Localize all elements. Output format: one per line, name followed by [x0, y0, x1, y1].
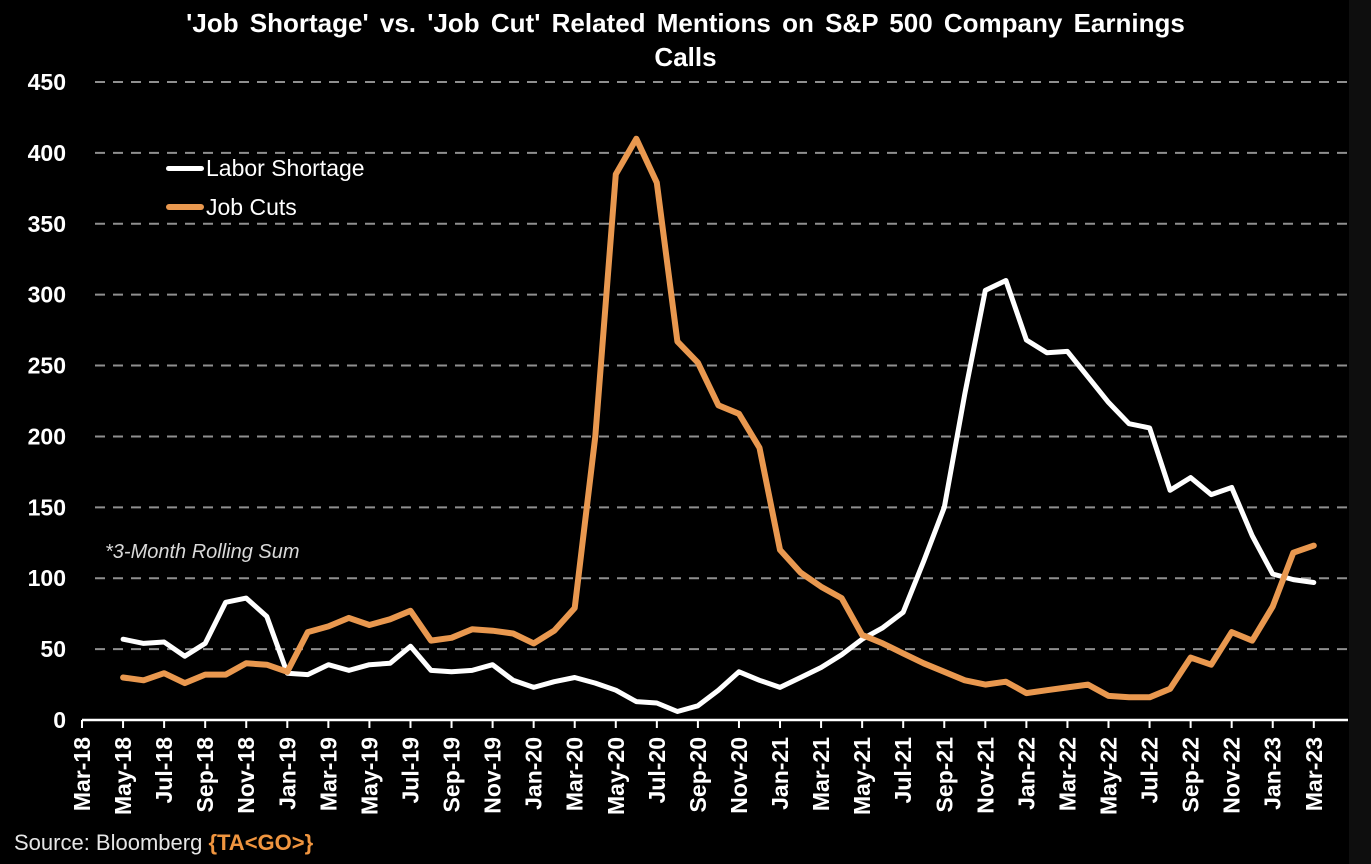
y-axis-tick-label: 250	[28, 353, 66, 379]
right-edge-band	[1349, 0, 1371, 864]
source-terminal-code: {TA<GO>}	[208, 830, 314, 855]
x-axis-tick-label: Jan-20	[521, 737, 547, 810]
x-axis-tick-label: Jan-22	[1013, 737, 1039, 810]
x-axis-tick-label: Mar-21	[808, 737, 834, 811]
x-axis-tick-label: Jul-22	[1137, 737, 1163, 803]
x-axis-tick-label: May-22	[1096, 737, 1122, 815]
x-axis-tick-label: Jan-23	[1260, 737, 1286, 810]
series-line-job-cuts	[120, 135, 1317, 701]
x-axis-tick-label: Sep-22	[1178, 737, 1204, 812]
x-axis-tick-label: Sep-20	[685, 737, 711, 812]
series-line-labor-shortage	[120, 278, 1317, 714]
x-axis-tick-label: Nov-22	[1219, 737, 1245, 814]
y-axis-tick-label: 0	[53, 707, 66, 733]
x-axis-tick-label: Nov-18	[233, 737, 259, 814]
x-axis-tick-label: May-21	[849, 737, 875, 815]
chart-title-line1: 'Job Shortage' vs. 'Job Cut' Related Men…	[186, 8, 1185, 38]
source-line: Source: Bloomberg {TA<GO>}	[14, 830, 313, 856]
y-axis-tick-label: 100	[28, 565, 66, 591]
x-axis-tick-label: Mar-18	[69, 737, 95, 811]
source-prefix: Source: Bloomberg	[14, 830, 209, 855]
chart-title: 'Job Shortage' vs. 'Job Cut' Related Men…	[0, 6, 1371, 74]
x-axis-tick-label: Nov-19	[480, 737, 506, 814]
x-axis-tick-label: Mar-23	[1301, 737, 1327, 811]
y-axis-tick-label: 150	[28, 494, 66, 520]
x-axis-tick-label: Jan-21	[767, 737, 793, 810]
legend-label-labor-shortage: Labor Shortage	[206, 154, 365, 181]
y-axis-tick-label: 200	[28, 423, 66, 449]
rolling-sum-annotation: *3-Month Rolling Sum	[105, 541, 300, 563]
x-axis-tick-label: Sep-21	[931, 737, 957, 813]
legend-swatch-job-cuts	[166, 204, 204, 210]
y-axis-tick-label: 300	[28, 282, 66, 308]
x-axis-tick-label: Jan-19	[274, 737, 300, 810]
x-axis-tick-label: Sep-18	[192, 737, 218, 813]
y-axis-tick-label: 50	[40, 636, 66, 662]
legend: Labor Shortage Job Cuts	[166, 155, 365, 233]
x-axis-tick-label: Mar-20	[562, 737, 588, 811]
x-axis-tick-label: May-18	[110, 737, 136, 815]
x-axis-tick-label: Jul-20	[644, 737, 670, 803]
x-axis-tick-label: Jul-21	[890, 737, 916, 804]
x-axis-tick-label: Mar-19	[315, 737, 341, 811]
legend-item-job-cuts: Job Cuts	[166, 194, 365, 220]
y-axis-tick-label: 450	[28, 69, 66, 95]
x-axis-tick-label: May-20	[603, 737, 629, 815]
legend-label-job-cuts: Job Cuts	[206, 193, 297, 220]
y-axis-tick-label: 350	[28, 211, 66, 237]
x-axis-tick-label: Jul-18	[151, 737, 177, 804]
x-axis-tick-label: May-19	[356, 737, 382, 815]
y-axis-tick-label: 400	[28, 140, 66, 166]
x-axis-tick-label: Jul-19	[397, 737, 423, 803]
x-axis-tick-label: Nov-21	[972, 737, 998, 814]
legend-item-labor-shortage: Labor Shortage	[166, 155, 365, 181]
chart-title-line2: Calls	[654, 42, 717, 72]
legend-swatch-labor-shortage	[166, 165, 204, 171]
x-axis-tick-label: Mar-22	[1054, 737, 1080, 811]
x-axis-tick-label: Nov-20	[726, 737, 752, 814]
x-axis-tick-label: Sep-19	[439, 737, 465, 812]
